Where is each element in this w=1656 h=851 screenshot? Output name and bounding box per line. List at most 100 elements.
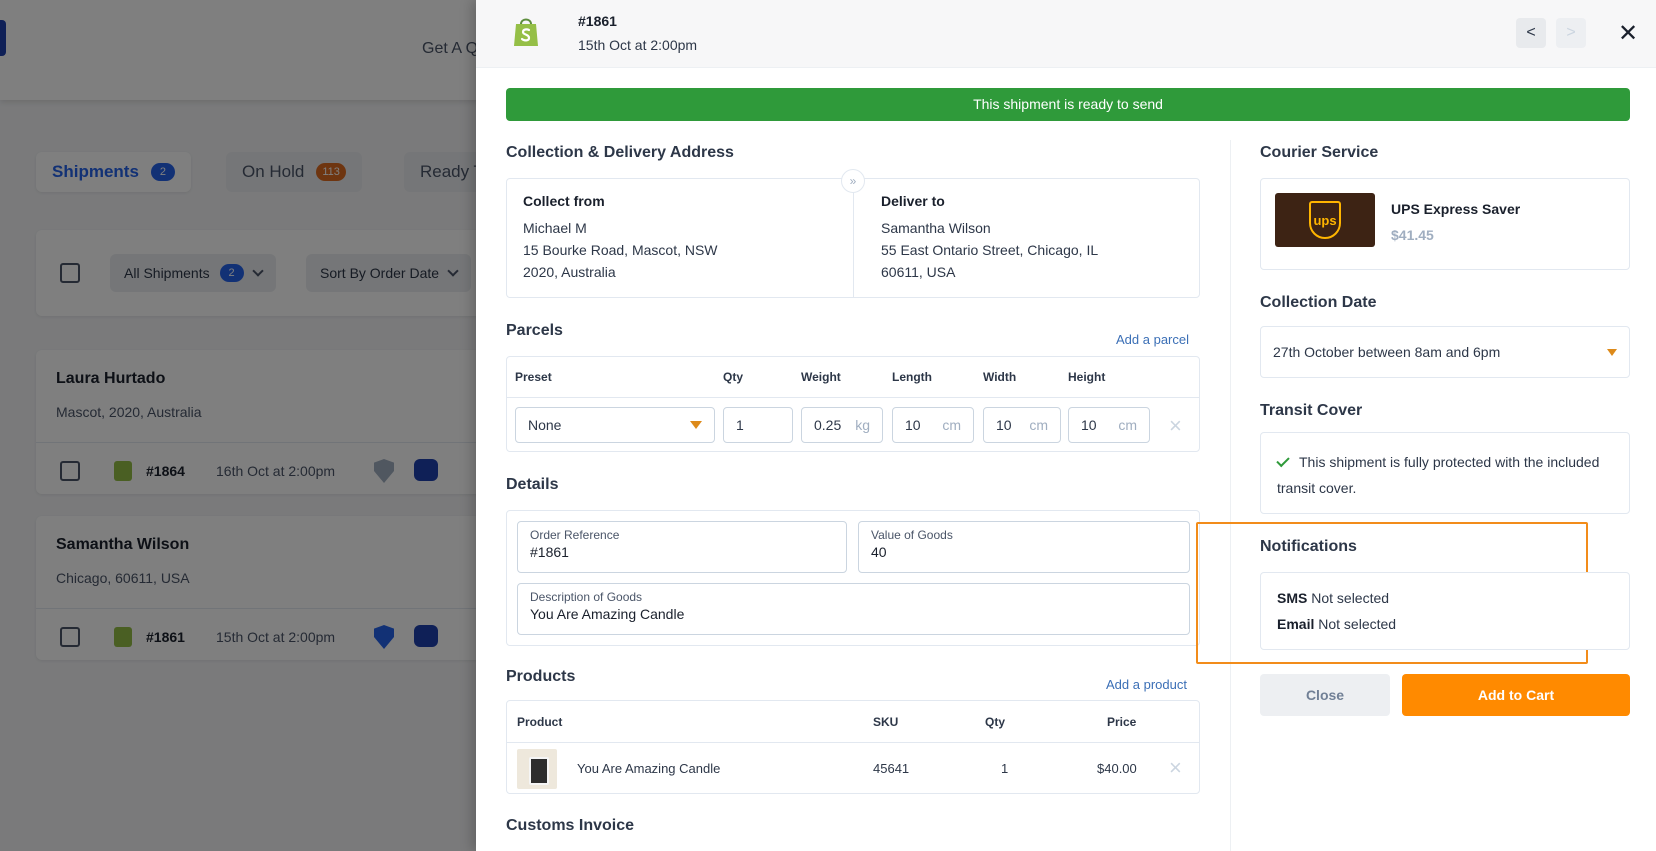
deliver-title: Deliver to: [881, 193, 945, 209]
product-qty-header: Qty: [985, 715, 1006, 729]
email-notification: Email Not selected: [1277, 611, 1613, 637]
add-parcel-link[interactable]: Add a parcel: [1116, 332, 1189, 347]
product-name: You Are Amazing Candle: [577, 761, 721, 776]
product-qty: 1: [1001, 761, 1009, 776]
notifications-title: Notifications: [1260, 538, 1357, 555]
check-icon: [1276, 453, 1290, 468]
double-chevron-right-icon: »: [841, 169, 865, 193]
width-unit: cm: [1029, 417, 1048, 433]
sms-label: SMS: [1277, 590, 1308, 606]
description-value: You Are Amazing Candle: [530, 606, 685, 622]
courier-name: UPS Express Saver: [1391, 201, 1521, 217]
product-price: $40.00: [1097, 761, 1137, 776]
close-button[interactable]: Close: [1260, 674, 1390, 716]
address-section-title: Collection & Delivery Address: [506, 144, 734, 161]
parcels-section-title: Parcels: [506, 322, 563, 339]
qty-header: Qty: [723, 370, 744, 384]
previous-order-button[interactable]: <: [1516, 18, 1546, 48]
sku-header: SKU: [873, 715, 899, 729]
value-of-goods-field[interactable]: Value of Goods 40: [858, 521, 1190, 573]
products-section-title: Products: [506, 668, 576, 685]
deliver-line1: 55 East Ontario Street, Chicago, IL: [881, 242, 1099, 258]
order-reference-value: #1861: [530, 544, 569, 560]
deliver-name: Samantha Wilson: [881, 220, 991, 236]
drawer-order-date: 15th Oct at 2:00pm: [578, 37, 698, 53]
details-section-title: Details: [506, 476, 559, 493]
parcels-table: Preset Qty Weight Length Width Height No…: [506, 356, 1200, 452]
height-unit: cm: [1118, 417, 1137, 433]
preset-select[interactable]: None: [515, 407, 715, 443]
product-row: You Are Amazing Candle 45641 1 $40.00 ×: [507, 743, 1199, 793]
width-input[interactable]: 10 cm: [983, 407, 1061, 443]
deliver-line2: 60611, USA: [881, 264, 956, 280]
customs-section-title: Customs Invoice: [506, 817, 635, 834]
preset-header: Preset: [515, 370, 552, 384]
product-thumbnail: [517, 749, 557, 789]
preset-value: None: [528, 417, 562, 433]
product-header: Product: [517, 715, 563, 729]
qty-input[interactable]: 1: [723, 407, 793, 443]
remove-parcel-icon[interactable]: ×: [1169, 413, 1182, 438]
remove-product-icon[interactable]: ×: [1169, 755, 1182, 780]
parcels-header-divider: [507, 397, 1199, 398]
product-sku: 45641: [873, 761, 910, 776]
length-unit: cm: [942, 417, 961, 433]
width-header: Width: [983, 370, 1017, 384]
height-header: Height: [1068, 370, 1106, 384]
transit-cover-panel: This shipment is fully protected with th…: [1260, 432, 1630, 514]
sms-notification: SMS Not selected: [1277, 585, 1613, 611]
collection-date-value: 27th October between 8am and 6pm: [1273, 344, 1501, 360]
collection-date-title: Collection Date: [1260, 294, 1377, 311]
order-reference-field[interactable]: Order Reference #1861: [517, 521, 847, 573]
notifications-panel[interactable]: SMS Not selected Email Not selected: [1260, 572, 1630, 650]
address-divider: [853, 179, 854, 297]
address-panel: Collect from Michael M 15 Bourke Road, M…: [506, 169, 1200, 298]
length-input[interactable]: 10 cm: [892, 407, 974, 443]
length-header: Length: [892, 370, 932, 384]
deliver-to: Deliver to Samantha Wilson 55 East Ontar…: [881, 193, 1098, 283]
collection-date-select[interactable]: 27th October between 8am and 6pm: [1260, 326, 1630, 378]
email-value: Not selected: [1318, 616, 1397, 632]
add-to-cart-button[interactable]: Add to Cart: [1402, 674, 1630, 716]
height-value: 10: [1081, 417, 1097, 433]
drawer-header: #1861 15th Oct at 2:00pm < > ✕: [476, 0, 1656, 68]
ready-banner: This shipment is ready to send: [506, 88, 1630, 121]
weight-header: Weight: [801, 370, 841, 384]
qty-value: 1: [736, 417, 744, 433]
value-of-goods-label: Value of Goods: [871, 528, 953, 542]
transit-cover-text: This shipment is fully protected with th…: [1276, 449, 1607, 501]
description-label: Description of Goods: [530, 590, 643, 604]
shipment-drawer: #1861 15th Oct at 2:00pm < > ✕ This ship…: [476, 0, 1656, 851]
price-header: Price: [1107, 715, 1137, 729]
products-table: Product SKU Qty Price You Are Amazing Ca…: [506, 700, 1200, 794]
courier-card[interactable]: ups UPS Express Saver $41.45: [1260, 178, 1630, 270]
width-value: 10: [996, 417, 1012, 433]
caret-down-icon: [690, 421, 702, 429]
weight-unit: kg: [855, 417, 870, 433]
courier-price: $41.45: [1391, 227, 1434, 243]
collect-line1: 15 Bourke Road, Mascot, NSW: [523, 242, 718, 258]
courier-section-title: Courier Service: [1260, 144, 1379, 161]
value-of-goods-value: 40: [871, 544, 887, 560]
weight-input[interactable]: 0.25 kg: [801, 407, 883, 443]
details-panel: Order Reference #1861 Value of Goods 40 …: [506, 510, 1200, 646]
close-icon[interactable]: ✕: [1617, 20, 1639, 47]
shopify-icon: [514, 18, 538, 46]
next-order-button[interactable]: >: [1556, 18, 1586, 48]
sms-value: Not selected: [1311, 590, 1390, 606]
drawer-order-number: #1861: [578, 13, 617, 29]
ups-logo: ups: [1275, 193, 1375, 247]
length-value: 10: [905, 417, 921, 433]
collect-from: Collect from Michael M 15 Bourke Road, M…: [523, 193, 718, 283]
collect-title: Collect from: [523, 193, 605, 209]
ups-logo-text: ups: [1309, 201, 1341, 239]
height-input[interactable]: 10 cm: [1068, 407, 1150, 443]
description-field[interactable]: Description of Goods You Are Amazing Can…: [517, 583, 1190, 635]
add-product-link[interactable]: Add a product: [1106, 677, 1187, 692]
collect-line2: 2020, Australia: [523, 264, 616, 280]
weight-value: 0.25: [814, 417, 842, 433]
transit-cover-title: Transit Cover: [1260, 402, 1363, 419]
products-header-divider: [507, 742, 1199, 743]
transit-cover-message: This shipment is fully protected with th…: [1277, 454, 1600, 496]
caret-down-icon: [1607, 348, 1617, 356]
